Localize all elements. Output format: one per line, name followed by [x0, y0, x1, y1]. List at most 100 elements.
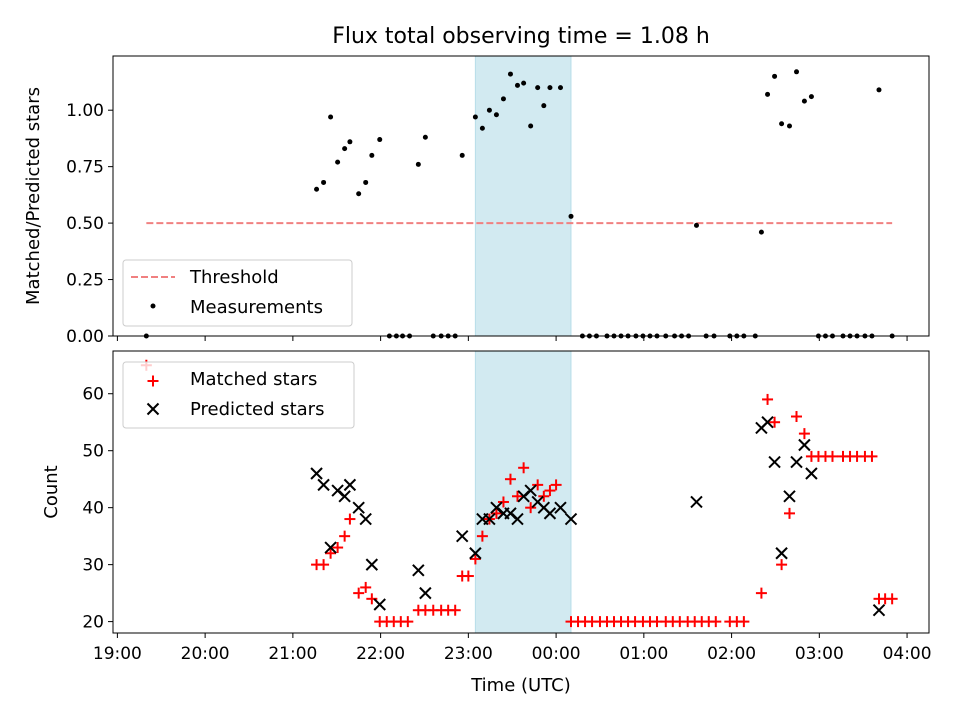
x-tick-label: 21:00 [268, 644, 317, 664]
matched-star-point [504, 473, 516, 485]
cross-b [317, 478, 330, 492]
measurement-point [772, 73, 778, 79]
y-tick-label: 50 [82, 442, 104, 462]
x-tick-label: 03:00 [795, 644, 844, 664]
cross-b [805, 467, 818, 480]
predicted-stars-points [310, 416, 886, 617]
y-tick-label: 1.00 [66, 101, 104, 121]
top-x-ticks [116, 336, 908, 341]
measurement-point [758, 229, 764, 235]
measurement-point [486, 107, 492, 113]
x-tick-label: 19:00 [93, 644, 142, 664]
measurement-point [363, 179, 369, 185]
legend-measurements-label: Measurements [190, 297, 323, 318]
measurement-point [369, 152, 375, 158]
measurement-point [479, 125, 485, 131]
predicted-star-point [469, 547, 482, 560]
cross-b [483, 512, 496, 526]
matched-star-point [532, 479, 544, 491]
cross-b [768, 455, 781, 469]
matched-star-point [738, 616, 750, 628]
matched-star-point [339, 530, 351, 542]
legend-predicted-swatch [146, 402, 160, 416]
measurement-point [521, 80, 527, 86]
matched-star-point [769, 416, 781, 428]
matched-star-point [353, 587, 365, 599]
measurement-point [786, 123, 792, 129]
predicted-star-point [412, 564, 425, 577]
predicted-star-point [343, 478, 357, 492]
cross-b [531, 495, 544, 509]
measurement-point [335, 159, 341, 165]
matched-star-point [550, 479, 562, 491]
predicted-star-point [768, 455, 781, 469]
cross-b [419, 586, 432, 600]
cross-b [331, 484, 344, 497]
measurement-point [876, 87, 882, 93]
measurement-point [377, 137, 383, 143]
cross-b [511, 512, 524, 526]
measurement-point [794, 69, 800, 75]
legend-matched-swatch [147, 375, 159, 387]
cross-b [872, 604, 886, 617]
predicted-star-point [761, 416, 774, 429]
measurement-point [472, 114, 478, 120]
legend-x-marker [146, 402, 160, 416]
top-legend-box [122, 259, 353, 327]
cross-b [504, 507, 517, 520]
predicted-star-point [338, 490, 351, 503]
y-tick-label: 0.50 [66, 214, 104, 234]
matched-star-point [886, 593, 898, 605]
matched-star-point [511, 490, 523, 502]
matched-star-point [332, 542, 344, 554]
predicted-star-point [317, 478, 330, 492]
measurement-point [342, 146, 348, 152]
measurement-point [557, 85, 563, 91]
predicted-star-point [543, 507, 557, 520]
cross-b [343, 478, 357, 492]
matched-star-point [826, 450, 838, 462]
matched-star-point [366, 593, 378, 605]
measurement-point [693, 222, 699, 228]
predicted-star-point [872, 604, 886, 617]
measurement-point [356, 191, 362, 197]
cross-b [537, 501, 551, 514]
measurement-point [568, 213, 574, 219]
matched-star-point [798, 428, 810, 440]
x-tick-label: 02:00 [707, 644, 756, 664]
cross-b [564, 512, 578, 526]
chart-title: Flux total observing time = 1.08 h [332, 24, 710, 49]
predicted-star-point [352, 501, 365, 514]
x-tick-label: 00:00 [532, 644, 581, 664]
measurement-point [779, 121, 785, 127]
matched-star-point [762, 393, 774, 405]
cross-b [690, 495, 703, 509]
cross-b [456, 529, 469, 543]
matched-star-point [490, 507, 502, 519]
measurement-point [321, 179, 327, 185]
matched-star-point [538, 490, 550, 502]
measurement-point [314, 186, 320, 192]
matched-star-point [325, 547, 337, 559]
cross-b [775, 547, 788, 560]
matched-star-point [791, 411, 803, 423]
top-axes-frame [112, 55, 930, 337]
legend-predicted-label: Predicted stars [190, 399, 324, 420]
y-tick-label: 40 [82, 499, 104, 519]
cross-b [352, 501, 365, 514]
matched-star-point [518, 462, 530, 474]
matched-star-point [783, 507, 795, 519]
x-tick-label: 23:00 [444, 644, 493, 664]
measurement-point [541, 103, 547, 109]
cross-b [469, 547, 482, 560]
shaded-span-rect [474, 55, 572, 337]
matched-star-point [402, 616, 414, 628]
matched-star-point [710, 616, 722, 628]
bottom-y-axis-label: Count [41, 465, 62, 518]
top-shaded-span [474, 55, 572, 337]
matched-star-point [469, 553, 481, 565]
measurement-point [347, 139, 353, 145]
y-tick-label: 20 [82, 613, 104, 633]
predicted-star-point [419, 586, 432, 600]
matched-star-point [776, 559, 788, 571]
